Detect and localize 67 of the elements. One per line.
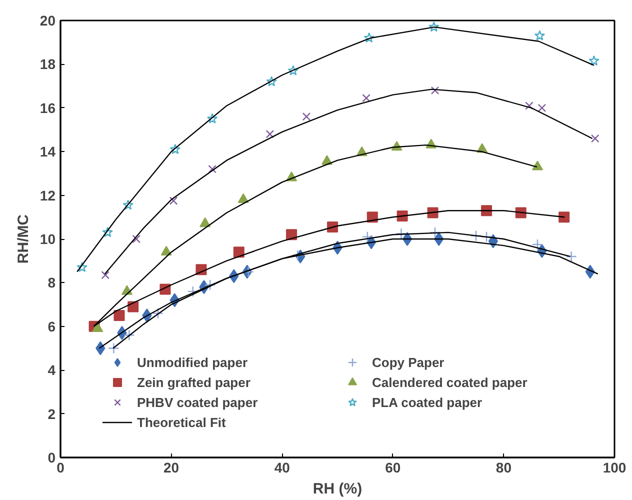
y-tick-label: 4 [48, 362, 56, 378]
legend-label: PHBV coated paper [137, 394, 259, 411]
point [428, 21, 440, 32]
point [204, 279, 216, 290]
point [288, 65, 299, 76]
point [470, 230, 482, 242]
y-tick-label: 12 [40, 187, 56, 204]
point [302, 112, 311, 121]
legend-label: PLA coated paper [372, 394, 484, 411]
legend-label: Unmodified paper [137, 354, 249, 371]
point [588, 55, 600, 66]
y-tick-label: 2 [48, 406, 56, 422]
point [532, 238, 544, 250]
point [362, 231, 374, 242]
y-tick-label: 18 [40, 56, 56, 72]
legend-label: Copy Paper [372, 354, 446, 371]
point [170, 144, 181, 154]
y-tick-label: 8 [48, 274, 56, 291]
line-series [104, 88, 593, 275]
y-tick-label: 6 [48, 318, 56, 334]
point [532, 160, 543, 170]
y-tick-label: 0 [48, 450, 56, 466]
point [430, 86, 440, 95]
point [480, 231, 492, 242]
point [101, 270, 110, 280]
x-tick-label: 40 [274, 460, 290, 476]
x-axis-title: RH (%) [312, 480, 362, 498]
y-tick-label: 16 [40, 100, 56, 116]
point [122, 200, 134, 210]
point [160, 246, 172, 256]
point [233, 246, 244, 258]
x-tick-label: 80 [496, 460, 512, 476]
point [206, 113, 218, 124]
y-tick-label: 14 [40, 144, 56, 160]
legend-label: Calendered coated paper [372, 374, 528, 391]
point [534, 30, 546, 40]
point [481, 205, 492, 216]
y-tick-label: 20 [40, 12, 56, 28]
x-tick-label: 60 [385, 460, 401, 476]
point [429, 226, 441, 238]
point [102, 226, 113, 238]
point [152, 308, 164, 319]
point [266, 76, 277, 86]
point [124, 330, 135, 341]
point [266, 130, 274, 138]
point [108, 342, 120, 354]
point [114, 310, 125, 321]
point [169, 196, 178, 205]
point [132, 234, 141, 244]
x-tick-label: 20 [164, 460, 180, 476]
point [208, 164, 216, 174]
legend-label: Zein grafted paper [137, 374, 252, 391]
point [590, 134, 600, 143]
point [76, 262, 88, 272]
y-tick-label: 10 [40, 231, 56, 247]
point [364, 32, 374, 43]
x-tick-label: 100 [602, 460, 626, 476]
point [566, 250, 577, 262]
legend-label: Theoretical Fit [137, 414, 227, 431]
point [238, 193, 249, 204]
y-axis-title: RH/MC [14, 214, 32, 264]
point [362, 94, 370, 102]
point [396, 228, 407, 240]
point [538, 104, 546, 112]
point [525, 102, 534, 110]
point [558, 212, 570, 223]
point [200, 217, 211, 228]
